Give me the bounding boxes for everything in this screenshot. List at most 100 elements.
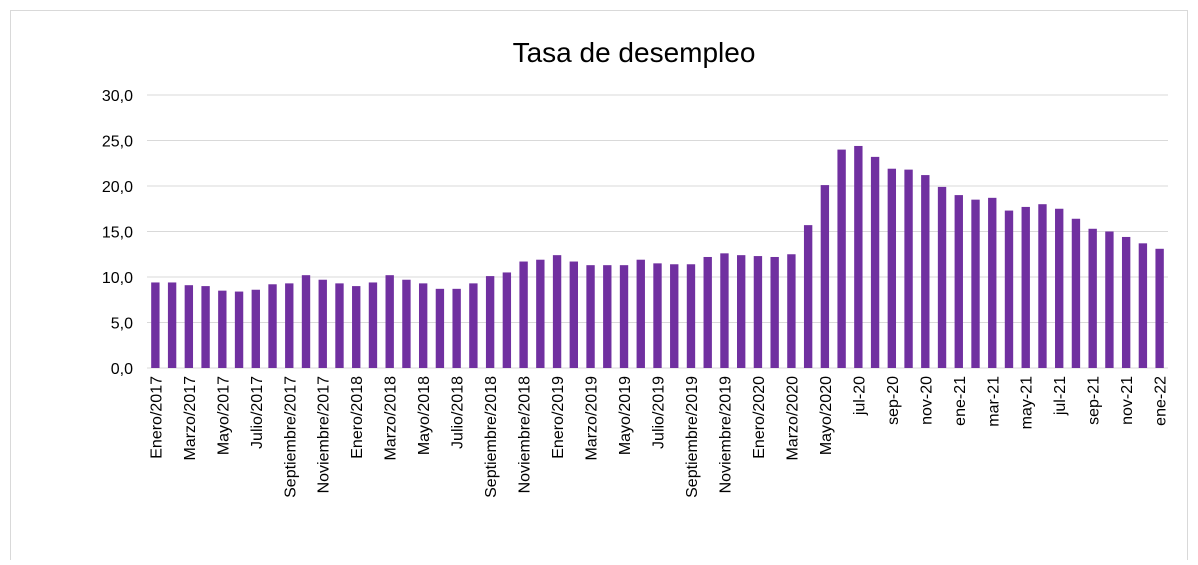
y-tick-label: 25,0 (102, 134, 133, 151)
bar (1121, 236, 1131, 368)
bar (636, 259, 645, 368)
bar (335, 283, 344, 368)
bar (1088, 228, 1097, 368)
bar (954, 195, 963, 368)
x-tick-label: sep-20 (885, 376, 902, 425)
bar (937, 186, 947, 368)
x-tick-label: ene-21 (952, 376, 969, 426)
bar (720, 253, 729, 368)
bar (887, 168, 897, 368)
bar (854, 145, 863, 368)
x-tick-label: Marzo/2020 (784, 376, 801, 461)
bar (988, 197, 997, 368)
bar (301, 275, 311, 368)
x-tick-label: sep-21 (1086, 376, 1103, 425)
x-tick-label: Julio/2019 (651, 376, 668, 449)
bar (1038, 204, 1047, 368)
x-tick-label: nov-21 (1119, 376, 1136, 425)
bar (921, 175, 930, 368)
bar (418, 283, 428, 368)
y-tick-label: 0,0 (111, 361, 133, 378)
bar (485, 276, 495, 368)
x-tick-label: jul-20 (851, 376, 868, 416)
bar (167, 282, 177, 368)
x-tick-label: mar-21 (985, 376, 1002, 427)
x-tick-label: Enero/2019 (550, 376, 567, 459)
bar (670, 264, 679, 368)
bar (1004, 210, 1014, 368)
y-tick-label: 15,0 (102, 225, 133, 242)
bar (1055, 208, 1064, 368)
bar (368, 282, 378, 368)
bar (285, 283, 294, 368)
y-tick-label: 10,0 (102, 270, 133, 287)
bar (753, 256, 763, 368)
x-tick-label: Mayo/2019 (617, 376, 634, 455)
x-tick-label: Noviembre/2017 (316, 376, 333, 494)
x-tick-label: Septiembre/2019 (684, 376, 701, 498)
bar (435, 288, 445, 368)
x-tick-label: may-21 (1019, 376, 1036, 429)
x-tick-label: Noviembre/2019 (717, 376, 734, 494)
x-tick-label: Noviembre/2018 (517, 376, 534, 494)
y-tick-label: 5,0 (111, 316, 133, 333)
bar (770, 256, 779, 368)
x-tick-label: Enero/2018 (349, 376, 366, 459)
bar (218, 290, 227, 368)
bar (318, 279, 327, 368)
bar (184, 285, 194, 368)
x-tick-label: Enero/2017 (148, 376, 165, 459)
bar (586, 265, 595, 368)
bar (1138, 243, 1148, 368)
x-tick-label: Marzo/2019 (584, 376, 601, 461)
bar (619, 265, 629, 368)
x-tick-label: Enero/2020 (751, 376, 768, 459)
bar (603, 265, 612, 368)
bar (653, 263, 662, 368)
bar (452, 288, 461, 368)
bar (870, 156, 880, 368)
bar (787, 254, 796, 368)
x-tick-label: nov-20 (918, 376, 935, 425)
bar (737, 255, 746, 368)
bar (402, 279, 411, 368)
bar (1105, 231, 1114, 368)
y-tick-label: 30,0 (102, 88, 133, 105)
bar (469, 283, 478, 368)
bar (569, 261, 578, 368)
bar (536, 259, 545, 368)
bar (686, 264, 696, 368)
x-tick-label: Septiembre/2017 (282, 376, 299, 498)
bar (251, 289, 260, 368)
bar (519, 261, 528, 368)
bar (703, 256, 712, 368)
bar (268, 284, 277, 368)
bar (820, 185, 830, 368)
bar (502, 272, 512, 368)
bar (552, 255, 562, 368)
bar (971, 199, 980, 368)
bar (904, 169, 913, 368)
x-tick-label: Mayo/2020 (818, 376, 835, 455)
x-tick-label: Julio/2018 (450, 376, 467, 449)
bar (1071, 218, 1081, 368)
bar (234, 291, 244, 368)
bar (1021, 206, 1030, 368)
bar (385, 275, 394, 368)
bar (151, 282, 160, 368)
x-tick-label: Marzo/2017 (182, 376, 199, 461)
bar (803, 225, 813, 368)
bar (837, 149, 846, 368)
x-tick-label: Marzo/2018 (383, 376, 400, 461)
x-tick-label: Mayo/2017 (215, 376, 232, 455)
x-tick-label: jul-21 (1052, 376, 1069, 416)
chart-title: Tasa de desempleo (513, 37, 756, 68)
bar (201, 286, 210, 368)
x-tick-label: ene-22 (1153, 376, 1170, 426)
y-tick-label: 20,0 (102, 179, 133, 196)
x-tick-label: Septiembre/2018 (483, 376, 500, 498)
x-tick-label: Mayo/2018 (416, 376, 433, 455)
bar (1155, 248, 1164, 368)
x-tick-label: Julio/2017 (249, 376, 266, 449)
